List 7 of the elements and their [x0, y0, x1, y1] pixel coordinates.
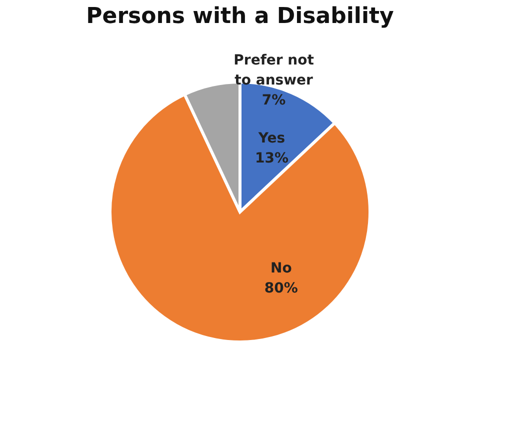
- slice-label: Yes: [257, 130, 286, 147]
- chart-title: Persons with a Disability: [86, 4, 394, 29]
- data-label: 13%: [255, 150, 289, 167]
- slice-label: Prefer not to answer: [234, 52, 314, 89]
- slice-label: No: [270, 260, 292, 277]
- data-label: 80%: [264, 280, 298, 297]
- data-label: 7%: [262, 92, 286, 109]
